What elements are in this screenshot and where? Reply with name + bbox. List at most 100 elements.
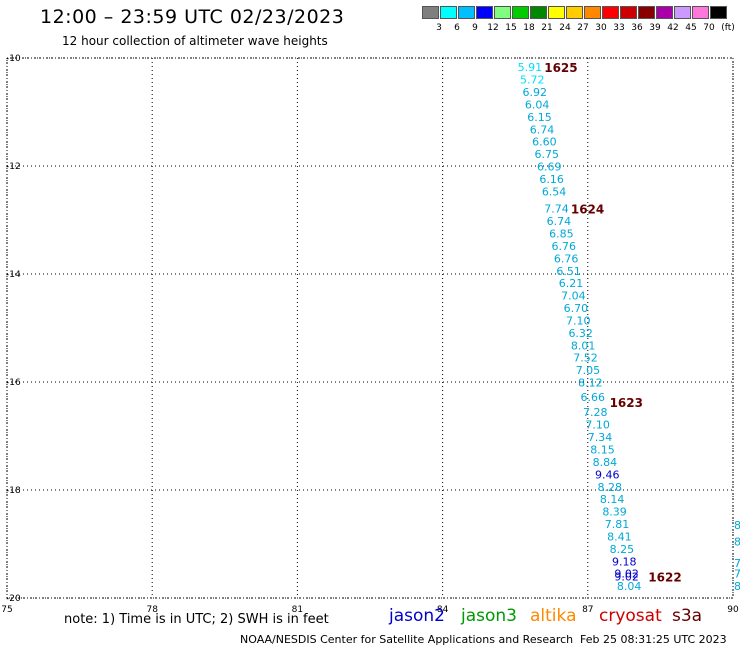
swh-value-label: 6.74 bbox=[547, 215, 572, 228]
chart-title: 12:00 – 23:59 UTC 02/23/2023 bbox=[40, 6, 345, 28]
swh-value-label: 6.76 bbox=[552, 240, 577, 253]
swh-value-label: 5.91 bbox=[518, 61, 543, 74]
legend-swatch bbox=[638, 6, 655, 19]
swh-value-label: 8.04 bbox=[617, 580, 642, 593]
legend-swatch bbox=[710, 6, 727, 19]
y-tick-label: -12 bbox=[6, 162, 21, 172]
pass-time-label: 1623 bbox=[610, 396, 643, 410]
legend-label: 21 bbox=[541, 23, 553, 33]
swh-value-label: 9.18 bbox=[612, 555, 637, 568]
y-tick-label: -20 bbox=[6, 594, 21, 604]
legend-swatch bbox=[440, 6, 457, 19]
swh-value-label: 7.10 bbox=[585, 419, 610, 432]
edge-swh-label: 8 bbox=[734, 519, 740, 532]
swh-value-label: 9.46 bbox=[595, 468, 620, 481]
swh-value-label: 7.04 bbox=[561, 290, 586, 303]
x-tick-label: 87 bbox=[582, 605, 593, 615]
legend-label: 15 bbox=[505, 23, 517, 33]
pass-time-label: 1622 bbox=[648, 570, 681, 584]
y-tick-label: -16 bbox=[6, 378, 21, 388]
y-tick-label: -10 bbox=[6, 54, 21, 64]
legend-label: 24 bbox=[559, 23, 571, 33]
swh-value-label: 6.92 bbox=[522, 86, 547, 99]
legend-swatch bbox=[620, 6, 637, 19]
satellite-jason3: jason3 bbox=[461, 606, 517, 626]
swh-value-label: 8.28 bbox=[597, 481, 622, 494]
legend-label: 33 bbox=[613, 23, 625, 33]
swh-value-label: 6.74 bbox=[530, 123, 555, 136]
swh-value-label: 7.34 bbox=[588, 431, 613, 444]
swh-value-label: 9.02 bbox=[614, 568, 639, 581]
legend-swatch bbox=[422, 6, 439, 19]
swh-value-label: 7.28 bbox=[583, 406, 608, 419]
chart-subtitle: 12 hour collection of altimeter wave hei… bbox=[62, 34, 328, 48]
legend-label: 36 bbox=[631, 23, 643, 33]
swh-value-label: 6.04 bbox=[525, 98, 550, 111]
x-tick-label: 84 bbox=[437, 605, 449, 615]
legend-label: 3 bbox=[436, 23, 442, 33]
plot-frame bbox=[6, 57, 734, 599]
satellite-s3a: s3a bbox=[672, 606, 703, 626]
pass-time-label: 1625 bbox=[544, 61, 577, 75]
legend-label: 45 bbox=[685, 23, 697, 33]
swh-value-label: 6.66 bbox=[581, 391, 606, 404]
swh-value-label: 7.05 bbox=[576, 364, 601, 377]
credit-line: NOAA/NESDIS Center for Satellite Applica… bbox=[240, 633, 574, 646]
pass-time-label: 1624 bbox=[571, 203, 604, 217]
legend-label: 27 bbox=[577, 23, 589, 33]
y-tick-label: -18 bbox=[6, 486, 21, 496]
swh-value-label: 6.69 bbox=[537, 161, 562, 174]
legend-swatch bbox=[584, 6, 601, 19]
swh-value-label: 6.16 bbox=[539, 173, 564, 186]
legend-label: 30 bbox=[595, 23, 607, 33]
legend-unit: (ft) bbox=[721, 23, 735, 33]
legend-label: 70 bbox=[703, 23, 715, 33]
satellite-cryosat: cryosat bbox=[599, 606, 662, 626]
edge-swh-label: 7 bbox=[734, 557, 740, 570]
legend-swatch bbox=[692, 6, 709, 19]
legend-swatch bbox=[458, 6, 475, 19]
swh-value-label: 7.52 bbox=[573, 352, 598, 365]
swh-value-label: 6.51 bbox=[556, 265, 581, 278]
legend-label: 42 bbox=[667, 23, 679, 33]
swh-value-label: 7.81 bbox=[605, 518, 630, 531]
swh-value-label: 6.15 bbox=[527, 111, 552, 124]
swh-value-label: 8.25 bbox=[610, 543, 635, 556]
swh-value-label: 6.75 bbox=[535, 148, 560, 161]
swh-value-label: 8.14 bbox=[600, 493, 625, 506]
swh-value-label: 6.32 bbox=[568, 327, 593, 340]
swh-value-label: 6.76 bbox=[554, 252, 579, 265]
swh-value-label: 8.12 bbox=[578, 377, 603, 390]
legend-swatch bbox=[530, 6, 547, 19]
legend-label: 12 bbox=[487, 23, 499, 33]
x-tick-label: 78 bbox=[146, 605, 158, 615]
legend-swatch bbox=[476, 6, 493, 19]
legend-swatch bbox=[512, 6, 529, 19]
swh-value-label: 8.39 bbox=[602, 506, 627, 519]
legend-label: 6 bbox=[454, 23, 460, 33]
generation-timestamp: Feb 25 08:31:25 UTC 2023 bbox=[580, 633, 727, 646]
legend-label: 9 bbox=[472, 23, 478, 33]
swh-value-label: 7.10 bbox=[566, 314, 591, 327]
y-tick-label: -14 bbox=[6, 270, 21, 280]
x-tick-label: 90 bbox=[727, 605, 739, 615]
edge-swh-label: 8 bbox=[734, 535, 740, 548]
x-tick-label: 75 bbox=[1, 605, 12, 615]
legend-swatch bbox=[674, 6, 691, 19]
legend-swatch bbox=[656, 6, 673, 19]
satellite-jason2: jason2 bbox=[389, 606, 445, 626]
swh-value-label: 6.70 bbox=[564, 302, 589, 315]
legend-swatch bbox=[494, 6, 511, 19]
swh-value-label: 6.54 bbox=[542, 185, 567, 198]
legend-swatch bbox=[566, 6, 583, 19]
x-tick-label: 81 bbox=[292, 605, 303, 615]
swh-value-label: 6.85 bbox=[549, 228, 574, 241]
swh-value-label: 8.01 bbox=[571, 339, 596, 352]
swh-value-label: 8.15 bbox=[590, 444, 615, 457]
swh-value-label: 6.21 bbox=[559, 277, 584, 290]
swh-value-label: 9.02 bbox=[614, 570, 639, 583]
swh-value-label: 8.84 bbox=[593, 456, 618, 469]
legend-swatch bbox=[548, 6, 565, 19]
edge-swh-label: 7 bbox=[734, 568, 740, 581]
